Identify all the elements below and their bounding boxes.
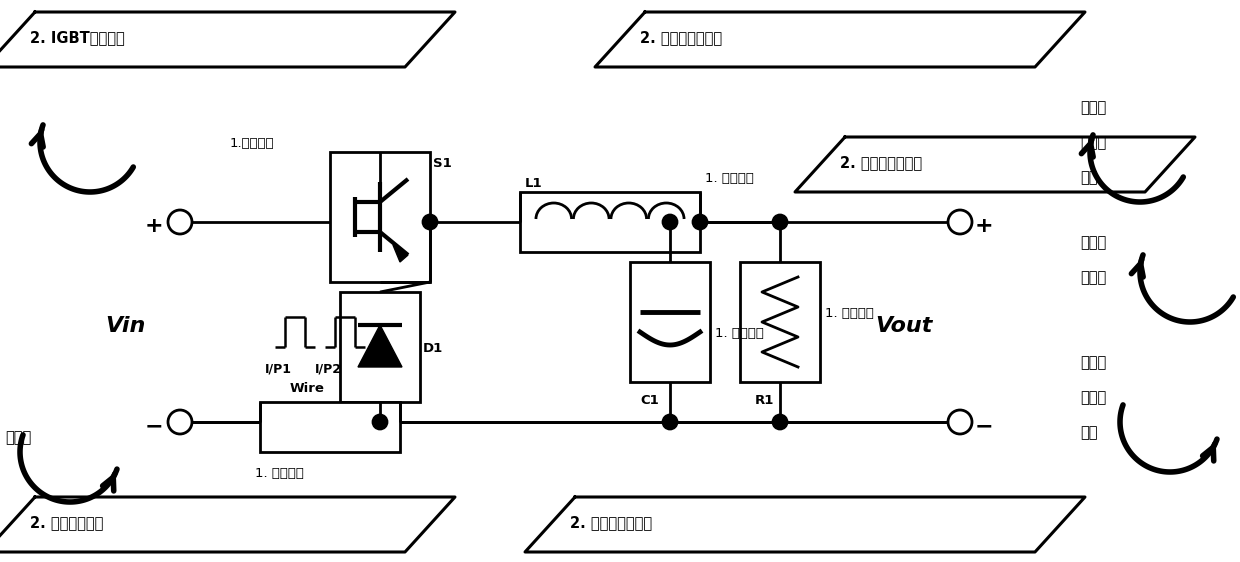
Text: Wire: Wire [290,382,325,395]
Text: 1. 理想电容: 1. 理想电容 [715,327,764,340]
Text: I/P2: I/P2 [315,362,342,375]
Text: 磁场: 磁场 [1080,170,1097,185]
Text: 温度场: 温度场 [5,430,31,445]
Text: 电场: 电场 [1080,425,1097,440]
Text: 1. 理想电感: 1. 理想电感 [706,172,754,185]
Text: Vout: Vout [875,316,932,336]
Circle shape [167,210,192,234]
Circle shape [663,415,677,429]
Text: 应力场: 应力场 [1080,135,1106,150]
Bar [330,152,430,282]
Text: D1: D1 [423,342,443,355]
Text: 温度场: 温度场 [1080,100,1106,115]
Circle shape [949,210,972,234]
Text: −: − [145,416,164,436]
Bar [340,292,420,402]
Bar [520,192,701,252]
Text: 温度场: 温度场 [1080,235,1106,250]
Circle shape [693,215,707,229]
Text: −: − [975,416,993,436]
Polygon shape [393,245,408,262]
Circle shape [773,215,787,229]
Polygon shape [358,325,402,367]
Text: Vin: Vin [105,316,145,336]
Text: R1: R1 [755,394,774,407]
Text: 2. 电阻的本构模型: 2. 电阻的本构模型 [839,155,923,170]
Text: L1: L1 [525,177,543,190]
Text: 应力场: 应力场 [1080,390,1106,405]
Circle shape [663,215,677,229]
Text: 2. 电感的本构模型: 2. 电感的本构模型 [640,30,722,45]
Text: S1: S1 [433,157,451,170]
Text: +: + [975,216,993,236]
Text: +: + [145,216,164,236]
Text: 1. 理想导线: 1. 理想导线 [255,467,304,480]
Bar [630,262,711,382]
Text: 应力场: 应力场 [1080,270,1106,285]
Circle shape [167,410,192,434]
Bar [740,262,820,382]
Text: 2. 考虑寄生参数: 2. 考虑寄生参数 [30,515,103,530]
Text: 1.理想开关: 1.理想开关 [229,137,274,150]
Text: 1. 理想电阻: 1. 理想电阻 [825,307,874,320]
Text: 2. IGBT机理模型: 2. IGBT机理模型 [30,30,125,45]
Circle shape [373,415,387,429]
Bar [260,402,401,452]
Circle shape [423,215,436,229]
Text: 温度场: 温度场 [1080,355,1106,370]
Circle shape [773,415,787,429]
Circle shape [949,410,972,434]
Text: I/P1: I/P1 [265,362,291,375]
Text: C1: C1 [640,394,658,407]
Text: 2. 电容的本构模型: 2. 电容的本构模型 [570,515,652,530]
